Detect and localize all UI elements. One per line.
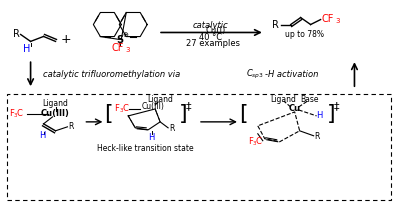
Text: CF: CF bbox=[322, 14, 334, 24]
Text: 40 °C: 40 °C bbox=[199, 33, 222, 42]
Text: R: R bbox=[315, 132, 320, 141]
Text: Cu(III): Cu(III) bbox=[141, 102, 164, 111]
Text: Ligand: Ligand bbox=[42, 100, 68, 109]
Text: F: F bbox=[9, 109, 14, 118]
Text: H: H bbox=[148, 133, 154, 142]
Text: +: + bbox=[60, 33, 71, 46]
Text: catalytic trifluoromethylation via: catalytic trifluoromethylation via bbox=[42, 70, 182, 79]
Text: ]: ] bbox=[327, 104, 336, 124]
Text: Cu(III): Cu(III) bbox=[41, 109, 70, 118]
Text: 3: 3 bbox=[125, 47, 130, 53]
Text: Ligand: Ligand bbox=[147, 94, 173, 103]
Text: Heck-like transition state: Heck-like transition state bbox=[97, 144, 194, 153]
Text: catalytic: catalytic bbox=[193, 21, 229, 30]
Text: H: H bbox=[39, 131, 46, 140]
Text: -H activation: -H activation bbox=[265, 70, 318, 79]
Text: ‡: ‡ bbox=[185, 101, 191, 111]
Text: CF: CF bbox=[111, 43, 124, 53]
Text: C: C bbox=[122, 104, 128, 113]
Text: 27 examples: 27 examples bbox=[186, 39, 240, 48]
Text: [: [ bbox=[104, 104, 113, 124]
Text: F: F bbox=[248, 137, 253, 146]
Text: ⊕: ⊕ bbox=[122, 32, 128, 39]
Text: Cu: Cu bbox=[289, 104, 301, 113]
Text: 3: 3 bbox=[253, 141, 256, 146]
Text: ]: ] bbox=[179, 104, 187, 124]
Text: $C_{sp3}$: $C_{sp3}$ bbox=[246, 68, 264, 81]
Text: Ligand: Ligand bbox=[270, 94, 296, 103]
Text: C: C bbox=[256, 137, 262, 146]
Text: R: R bbox=[169, 124, 174, 133]
Text: S: S bbox=[117, 35, 124, 45]
Text: R: R bbox=[272, 20, 279, 30]
Text: R: R bbox=[68, 122, 74, 131]
Text: 3: 3 bbox=[14, 113, 17, 118]
Text: 3: 3 bbox=[119, 109, 123, 113]
Text: 3: 3 bbox=[336, 18, 340, 23]
Text: H: H bbox=[316, 111, 323, 120]
Text: F: F bbox=[114, 104, 119, 113]
Bar bbox=[7, 94, 391, 200]
Text: ‡: ‡ bbox=[334, 101, 339, 111]
Text: up to 78%: up to 78% bbox=[285, 30, 324, 39]
Text: Cu(I): Cu(I) bbox=[206, 26, 226, 35]
Text: C: C bbox=[17, 109, 22, 118]
Text: Base: Base bbox=[300, 94, 319, 103]
Text: [: [ bbox=[240, 104, 248, 124]
Text: R: R bbox=[13, 29, 20, 39]
Text: H: H bbox=[23, 44, 30, 54]
